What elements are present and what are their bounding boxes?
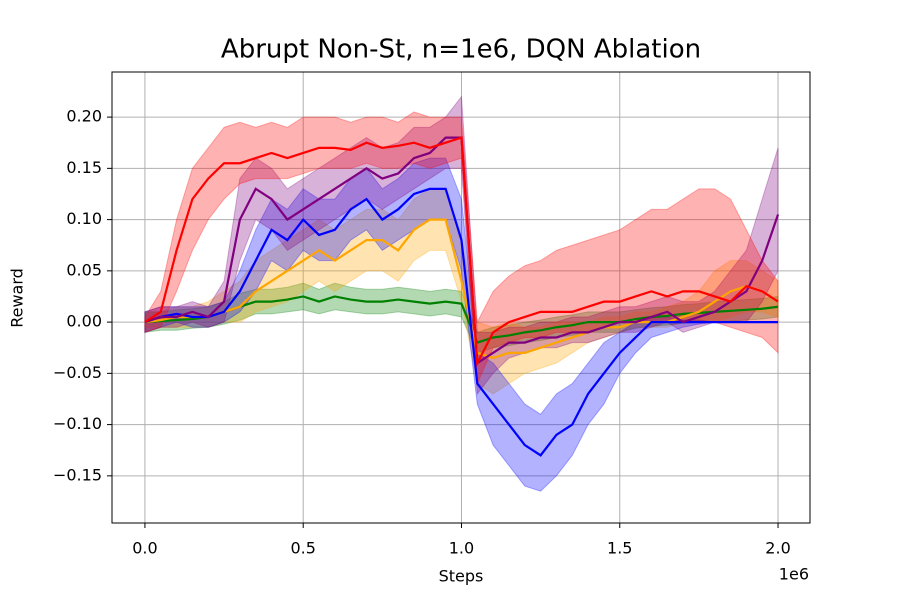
- band: [144, 188, 779, 395]
- x-offset-label: 1e6: [779, 565, 809, 584]
- series-line: [144, 218, 779, 360]
- y-tick-label: 0.15: [66, 158, 102, 177]
- chart-title: Abrupt Non-St, n=1e6, DQN Ablation: [221, 35, 701, 65]
- y-tick-label: 0.20: [66, 107, 102, 126]
- y-tick-label: −0.05: [53, 363, 102, 382]
- x-tick-label: 0.0: [132, 539, 157, 558]
- y-tick-label: 0.05: [66, 260, 102, 279]
- x-tick-label: 2.0: [765, 539, 790, 558]
- band: [144, 95, 779, 396]
- x-axis-label: Steps: [439, 567, 484, 586]
- y-tick-label: 0.00: [66, 312, 102, 331]
- x-tick-label: 1.0: [449, 539, 474, 558]
- y-tick-label: −0.15: [53, 465, 102, 484]
- y-tick-label: −0.10: [53, 414, 102, 433]
- x-tick-label: 0.5: [290, 539, 315, 558]
- plot-frame: [111, 71, 811, 524]
- x-tick-label: 1.5: [607, 539, 632, 558]
- y-axis-label: Reward: [8, 268, 27, 328]
- series-line: [144, 187, 779, 457]
- band: [144, 111, 779, 384]
- band: [144, 282, 779, 354]
- series-line: [144, 136, 779, 368]
- y-tick-label: 0.10: [66, 209, 102, 228]
